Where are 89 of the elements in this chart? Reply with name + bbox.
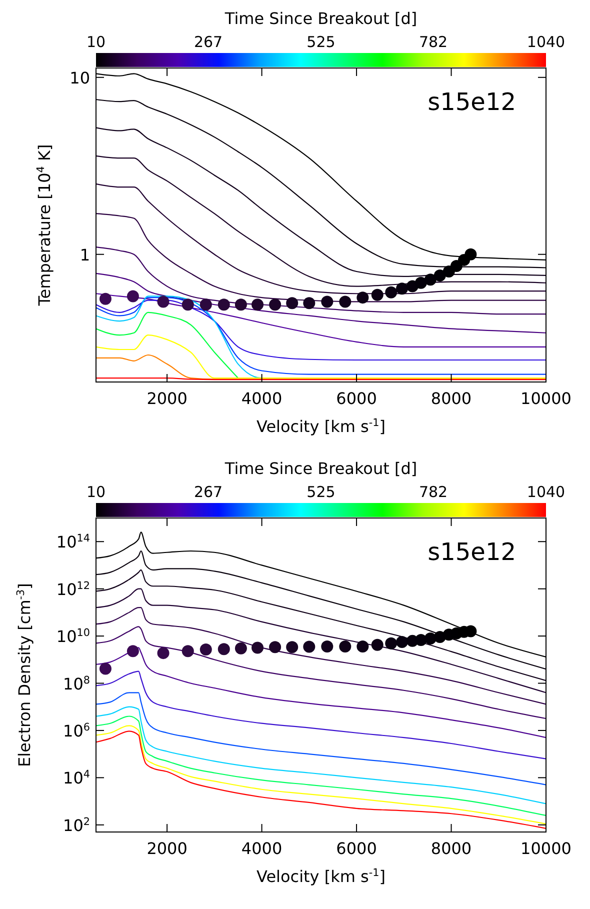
point <box>182 645 194 658</box>
point <box>303 640 316 653</box>
color-bar-label: 525 <box>306 33 336 51</box>
point <box>396 282 408 295</box>
x-tick-label: 10000 <box>520 839 572 858</box>
point <box>385 637 398 650</box>
line-series <box>96 706 546 804</box>
color-bar-label: 10 <box>86 33 106 51</box>
line-series <box>96 312 239 379</box>
point <box>99 662 112 675</box>
line-series <box>96 692 546 786</box>
y-tick-label: 1 <box>80 245 90 264</box>
x-tick-label: 4000 <box>241 839 282 858</box>
point <box>371 638 384 651</box>
color-bar-label: 782 <box>418 483 448 501</box>
x-tick-label: 6000 <box>336 389 377 408</box>
point <box>321 640 334 653</box>
color-bar-label: 267 <box>194 483 223 501</box>
line-series <box>96 588 546 694</box>
line-series <box>96 297 546 375</box>
point <box>464 248 477 260</box>
y-tick-label: 10$^{8}$ <box>63 674 90 694</box>
point <box>339 640 352 653</box>
point <box>157 647 170 660</box>
point <box>234 642 247 654</box>
line-series <box>96 607 546 705</box>
point <box>182 298 194 311</box>
x-axis-title: Velocity [km s$^{-1}$] <box>256 867 386 886</box>
color-bar-label: 267 <box>194 33 223 51</box>
annotation: s15e12 <box>428 88 516 116</box>
y-tick-label: 10$^{12}$ <box>56 580 90 599</box>
point <box>371 288 384 301</box>
x-tick-label: 8000 <box>430 839 472 858</box>
point <box>126 290 139 302</box>
point <box>269 298 282 311</box>
point <box>157 296 170 308</box>
color-bar-title: Time Since Breakout [d] <box>224 459 418 478</box>
point <box>269 641 282 654</box>
annotation: s15e12 <box>428 538 516 566</box>
point <box>450 260 462 272</box>
y-tick-label: 10$^{4}$ <box>63 768 90 788</box>
point <box>252 298 264 311</box>
point <box>99 292 112 305</box>
line-series <box>96 334 546 379</box>
point <box>356 292 369 304</box>
color-bar-label: 525 <box>306 483 336 501</box>
x-tick-label: 4000 <box>241 389 282 408</box>
point <box>303 297 316 310</box>
point <box>286 297 298 310</box>
color-bar-label: 1040 <box>526 483 566 501</box>
x-tick-label: 10000 <box>520 389 572 408</box>
x-tick-label: 8000 <box>430 389 472 408</box>
line-series <box>96 272 546 334</box>
y-tick-label: 10$^{2}$ <box>63 816 90 835</box>
point <box>252 642 264 654</box>
x-axis-title: Velocity [km s$^{-1}$] <box>256 417 386 436</box>
line-series <box>96 569 546 682</box>
point <box>434 269 446 282</box>
color-bar-label: 10 <box>86 483 106 501</box>
color-bar-title: Time Since Breakout [d] <box>224 9 418 28</box>
line-series <box>96 670 546 760</box>
y-tick-label: 10$^{14}$ <box>56 532 90 552</box>
y-tick-label: 10$^{10}$ <box>56 627 90 646</box>
y-tick-label: 10$^{6}$ <box>63 721 90 740</box>
point <box>339 296 352 308</box>
color-bar-label: 1040 <box>526 33 566 51</box>
y-tick-label: 10 <box>70 68 90 88</box>
point <box>286 641 298 654</box>
x-tick-label: 2000 <box>146 839 188 858</box>
point <box>396 636 408 648</box>
point <box>200 643 212 656</box>
line-series <box>96 246 546 315</box>
x-tick-label: 2000 <box>146 389 188 408</box>
color-bar-label: 782 <box>418 33 448 51</box>
point <box>356 640 369 653</box>
line-series <box>96 626 546 720</box>
line-series <box>96 716 546 816</box>
point <box>234 298 247 311</box>
point <box>321 296 334 308</box>
point <box>126 645 139 658</box>
point <box>218 643 230 656</box>
line-series <box>96 354 546 380</box>
point <box>200 298 212 311</box>
point <box>218 298 230 311</box>
x-tick-label: 6000 <box>336 839 377 858</box>
point <box>385 286 398 298</box>
point <box>424 274 436 286</box>
line-series <box>96 127 546 278</box>
point <box>414 276 427 289</box>
